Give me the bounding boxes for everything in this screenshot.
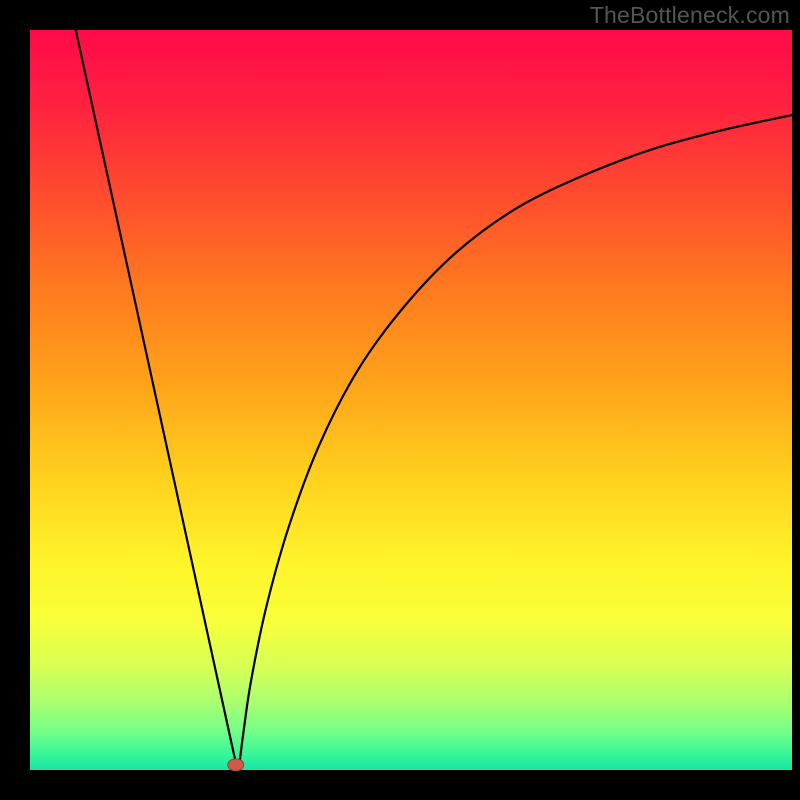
figure-container: TheBottleneck.com	[0, 0, 800, 800]
optimum-marker	[228, 759, 244, 771]
bottleneck-chart	[0, 0, 800, 800]
watermark-text: TheBottleneck.com	[590, 2, 790, 29]
